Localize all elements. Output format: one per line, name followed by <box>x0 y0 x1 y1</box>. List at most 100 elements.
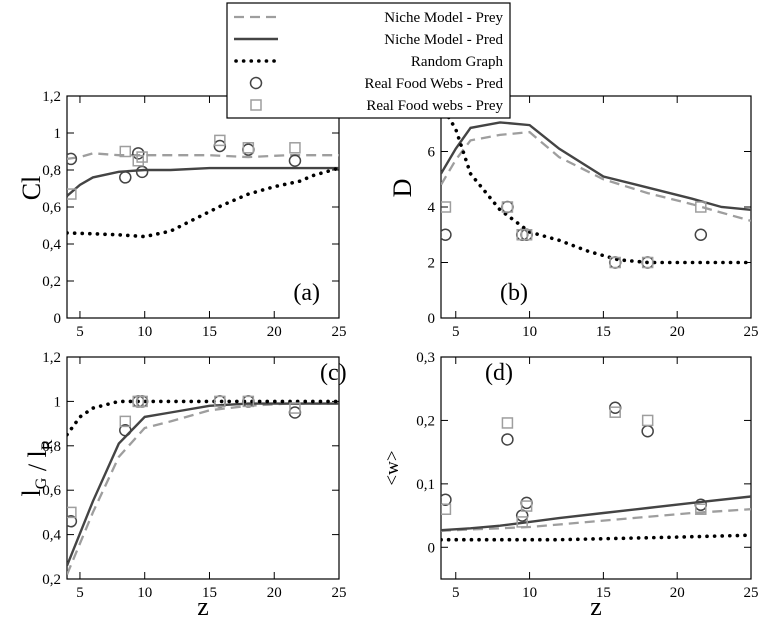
panel-tag: (b) <box>500 280 528 306</box>
x-tick-label: 25 <box>744 324 759 340</box>
pred-point <box>288 154 302 167</box>
y-axis-label: Cl <box>17 176 46 201</box>
y-tick-label: 2 <box>428 256 436 272</box>
y-tick-label: 0 <box>428 311 436 327</box>
y-tick-label: 6 <box>428 145 436 161</box>
y-tick-label: 4 <box>428 200 436 216</box>
x-tick-label: 10 <box>137 324 152 340</box>
x-tick-label: 10 <box>522 324 537 340</box>
y-axis-label: <w> <box>382 450 403 485</box>
x-tick-label: 15 <box>596 585 611 601</box>
series-line-solid <box>441 495 751 532</box>
x-tick-label: 20 <box>670 585 685 601</box>
legend-swatch <box>250 99 262 111</box>
prey-point <box>501 201 514 213</box>
prey-point <box>67 506 77 519</box>
prey-point <box>609 256 621 269</box>
pred-point <box>501 433 514 446</box>
legend-item: Real Food webs - Prey <box>250 98 503 114</box>
prey-point <box>242 142 255 154</box>
prey-point <box>520 500 533 512</box>
pred-point <box>501 200 514 214</box>
series-line-solid <box>67 166 339 197</box>
x-tick-label: 15 <box>596 324 611 340</box>
prey-point <box>289 142 301 154</box>
y-tick-label: 0 <box>54 311 62 327</box>
series-line-dotted <box>441 102 751 265</box>
y-tick-label: 0,1 <box>416 477 435 493</box>
pred-point <box>67 152 78 166</box>
prey-point <box>214 134 226 147</box>
legend: Niche Model - Prey Niche Model - Pred Rand… <box>226 2 511 119</box>
panel-d: 5 10 15 20 25 0 0,1 0,2 0,3 z <w> (d) <box>382 350 759 621</box>
series-group <box>441 102 751 269</box>
legend-item: Niche Model - Prey <box>234 10 503 26</box>
series-line-dotted <box>67 166 339 239</box>
prey-point <box>501 417 514 429</box>
y-tick-label: 0,2 <box>42 572 61 588</box>
y-tick-label: 1 <box>54 394 62 410</box>
series-line-dashed <box>441 508 751 532</box>
x-axis-label: z <box>197 592 209 621</box>
y-tick-label: 0,4 <box>42 237 61 253</box>
y-tick-label: 0,2 <box>416 413 435 429</box>
series-group <box>67 134 339 239</box>
panel-a: 5 10 15 20 25 0 0,2 0,4 0,6 0,8 1 1,2 Cl (a) <box>17 89 347 340</box>
y-axis-label: D <box>388 179 417 198</box>
prey-point <box>119 415 132 428</box>
x-tick-label: 25 <box>332 324 347 340</box>
x-tick-label: 10 <box>137 585 152 601</box>
pred-point <box>441 493 452 506</box>
pred-point <box>520 496 533 510</box>
series-line-dashed <box>441 130 751 223</box>
prey-point <box>520 229 533 241</box>
legend-item: Real Food Webs - Pred <box>249 76 503 92</box>
series-line-solid <box>67 402 339 567</box>
x-tick-label: 10 <box>522 585 537 601</box>
prey-point <box>516 516 528 528</box>
y-tick-label: 0,4 <box>42 528 61 544</box>
series-line-dashed <box>67 402 339 576</box>
prey-point <box>136 151 148 163</box>
plot-frame <box>440 356 752 580</box>
pred-point <box>135 165 149 179</box>
prey-point <box>119 145 132 158</box>
pred-point <box>641 424 654 438</box>
legend-item: Niche Model - Pred <box>234 32 503 48</box>
pred-point <box>694 228 708 241</box>
panel-tag: (a) <box>293 280 320 306</box>
y-tick-label: 1,2 <box>42 89 61 105</box>
prey-point <box>609 406 621 418</box>
legend-label: Niche Model - Prey <box>384 10 503 26</box>
pred-point <box>441 228 452 241</box>
legend-label: Random Graph <box>411 54 504 70</box>
y-tick-label: 0,2 <box>42 274 61 290</box>
pred-point <box>119 424 132 437</box>
prey-point <box>67 188 77 200</box>
series-group <box>67 395 339 576</box>
series-line-dotted <box>441 533 751 542</box>
prey-point <box>441 503 452 515</box>
prey-point <box>641 256 654 269</box>
y-axis-label: lG / lR <box>17 439 56 496</box>
x-tick-label: 25 <box>332 585 347 601</box>
y-tick-label: 0 <box>428 540 436 556</box>
panel-tag: (d) <box>485 360 513 386</box>
legend-label: Real Food Webs - Pred <box>364 76 503 92</box>
legend-label: Real Food webs - Prey <box>366 98 503 114</box>
pred-point <box>119 171 132 184</box>
x-tick-label: 20 <box>267 324 282 340</box>
x-tick-label: 25 <box>744 585 759 601</box>
x-axis-label: z <box>590 592 602 621</box>
plot-frame <box>66 356 340 580</box>
x-tick-label: 15 <box>202 585 217 601</box>
panel-tag: (c) <box>320 360 347 386</box>
prey-point <box>214 395 226 408</box>
prey-point <box>441 201 452 213</box>
legend-label: Niche Model - Pred <box>384 32 503 48</box>
x-tick-label: 5 <box>76 324 84 340</box>
legend-item: Random Graph <box>234 54 504 70</box>
y-tick-label: 0,6 <box>42 200 61 216</box>
x-tick-label: 15 <box>202 324 217 340</box>
series-line-solid <box>441 121 751 211</box>
